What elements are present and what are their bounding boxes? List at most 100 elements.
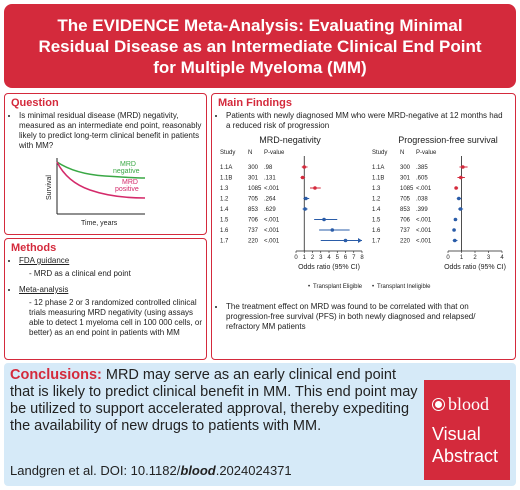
conclusions-text: MRD may serve as an early clinical end p… [10,367,418,434]
legend-eligible-marker: • [308,284,310,290]
methods-list: FDA guidance [5,256,206,266]
forest-n: 220 [248,239,259,245]
forest-n: 705 [248,197,259,203]
forest-study: 1.1B [220,176,232,182]
forest-pvalue: <.001 [416,239,432,245]
forest-tick-label: 1 [303,255,307,261]
forest-point [458,207,463,211]
forest-pvalue: .605 [416,176,428,182]
forest-study: 1.3 [220,186,229,192]
forest-pvalue: <.001 [264,186,280,192]
survival-curve-diagram: MRD negative MRD positive Survival Time,… [46,158,146,227]
forest-tick-label: 4 [327,255,331,261]
mrd-positive-curve [56,161,146,199]
forest-xlabel: Odds ratio (95% CI) [444,264,506,271]
forest-pvalue: .399 [416,207,428,213]
findings-list-1: Patients with newly diagnosed MM who wer… [212,111,509,131]
title-banner: The EVIDENCE Meta-Analysis: Evaluating M… [4,4,516,88]
forest-point [452,238,457,243]
title-line-1: The EVIDENCE Meta-Analysis: Evaluating M… [57,15,463,35]
forest-header-n: N [248,150,252,156]
forest-study: 1.3 [372,186,381,192]
methods-fda-item: FDA guidance [19,256,206,266]
fda-detail: - MRD as a clinical end point [29,269,131,278]
citation-bold: blood [180,463,216,478]
methods-heading: Methods [11,242,57,254]
question-list: Is minimal residual disease (MRD) negati… [5,111,206,151]
citation: Landgren et al. DOI: 10.1182/blood.20240… [10,463,292,478]
findings-panel: Main Findings Patients with newly diagno… [211,93,516,360]
forest-study: 1.4 [372,207,381,213]
forest-tick-label: 7 [352,255,356,261]
conclusions-text-block: Conclusions: MRD may serve as an early c… [10,367,418,435]
methods-list-2: Meta-analysis [5,285,206,295]
methods-meta-item: Meta-analysis [19,285,206,295]
legend-eligible-label: Transplant Eligible [313,284,363,290]
forest-header-study: Study [372,150,387,156]
forest-tick-label: 2 [311,255,315,261]
forest-tick-label: 6 [344,255,348,261]
forest-study: 1.1B [372,176,384,182]
forest-study: 1.6 [372,228,381,234]
mrd-negative-curve [56,161,146,179]
forest-point [300,175,305,180]
forest-header-p: P-value [264,150,285,156]
forest-n: 300 [248,165,259,171]
forest-tick-label: 2 [473,255,477,261]
forest-tick-label: 1 [460,255,464,261]
citation-prefix: Landgren et al. DOI: 10.1182/ [10,463,181,478]
forest-pvalue: .385 [416,165,428,171]
forest-pvalue: .98 [264,165,273,171]
forest-study: 1.1A [372,165,384,171]
mrd-negative-label-2: negative [113,168,140,175]
blood-visual-abstract-logo: blood Visual Abstract [424,380,510,480]
meta-detail: - 12 phase 2 or 3 randomized controlled … [29,298,202,337]
forest-n: 706 [400,218,411,224]
forest-n: 220 [400,239,411,245]
logo-line-1: Visual [432,424,481,444]
forest-n: 853 [400,207,411,213]
forest-point [459,175,463,180]
forest-n: 300 [400,165,411,171]
question-panel: Question Is minimal residual disease (MR… [4,93,207,235]
forest-point [304,196,308,201]
forest-study: 1.6 [220,228,229,234]
forest-point [461,165,465,169]
forest-study: 1.4 [220,207,229,213]
forest-point [457,196,461,201]
forest-header-study: Study [220,150,235,156]
findings-list-2: The treatment effect on MRD was found to… [212,302,509,332]
forest-study: 1.1A [220,165,232,171]
forest-header-n: N [400,150,404,156]
forest-tick-label: 0 [446,255,450,261]
citation-suffix: .2024024371 [215,463,292,478]
forest-pvalue: <.001 [264,239,280,245]
forest-n: 705 [400,197,411,203]
mrd-positive-label-1: MRD [122,179,138,186]
forest-n: 853 [248,207,259,213]
logo-brand: blood [448,394,490,414]
forest-pvalue: <.001 [416,186,432,192]
forest-point [313,186,317,190]
forest-pvalue: <.001 [264,228,280,234]
forest-study: 1.5 [220,218,229,224]
forest-n: 1085 [400,186,414,192]
conclusions-label: Conclusions: [10,367,102,383]
forest-tick-label: 8 [360,255,364,261]
mrd-negative-label-1: MRD [120,161,136,168]
forest-n: 1085 [248,186,262,192]
forest-study: 1.7 [372,239,381,245]
forest-point [453,217,458,222]
forest-title: MRD-negativity [259,135,321,145]
forest-pvalue: .038 [416,197,428,203]
forest-n: 301 [400,176,411,182]
forest-n: 737 [400,228,411,234]
forest-study: 1.2 [372,197,381,203]
forest-point [454,186,458,190]
forest-pvalue: .629 [264,207,276,213]
forest-point [343,238,348,243]
forest-study: 1.7 [220,239,229,245]
forest-pvalue: .131 [264,176,276,182]
mrd-positive-label-2: positive [115,186,139,193]
